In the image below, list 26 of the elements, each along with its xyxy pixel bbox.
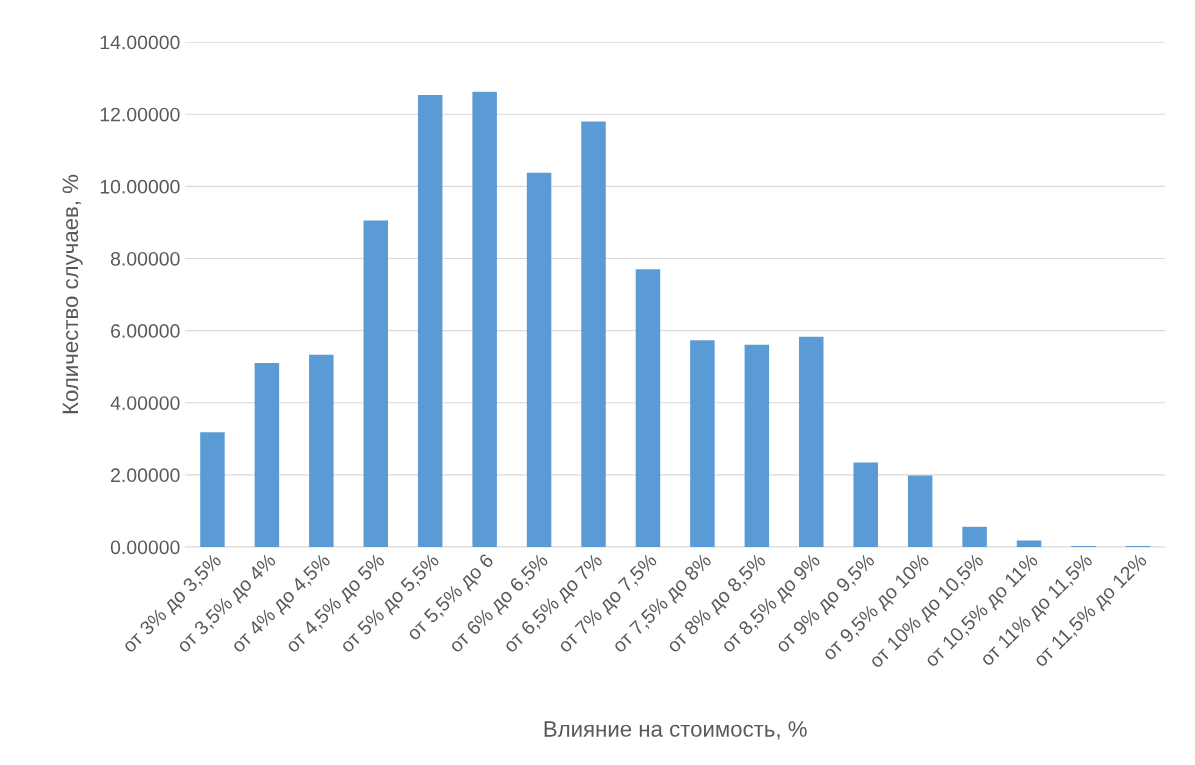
y-tick-label: 10.00000	[100, 179, 180, 194]
bar	[962, 526, 987, 547]
y-axis-title: Количество случаев, %	[62, 174, 83, 414]
y-tick-label: 4.00000	[110, 396, 180, 410]
bar	[363, 220, 389, 547]
bar	[690, 340, 715, 547]
y-tick-label: 12.00000	[100, 107, 180, 122]
bar	[417, 95, 443, 547]
y-tick-label: 2.00000	[111, 468, 180, 483]
bar	[581, 121, 606, 547]
bar	[526, 172, 552, 547]
bar	[200, 432, 225, 547]
y-tick-label: 14.00000	[100, 35, 180, 50]
bar	[853, 462, 878, 547]
y-tick-label: 6.00000	[111, 324, 180, 338]
bar	[1016, 540, 1042, 547]
y-tick-label: 0.00000	[110, 540, 180, 555]
bar	[635, 269, 661, 547]
bar	[254, 363, 280, 547]
bar	[472, 91, 497, 547]
y-tick-label: 8.00000	[110, 251, 180, 266]
x-axis-title: Влияние на стоимость, %	[544, 721, 807, 740]
bar	[309, 354, 334, 547]
bar	[907, 475, 933, 547]
bar	[744, 344, 770, 547]
bar	[799, 336, 824, 547]
